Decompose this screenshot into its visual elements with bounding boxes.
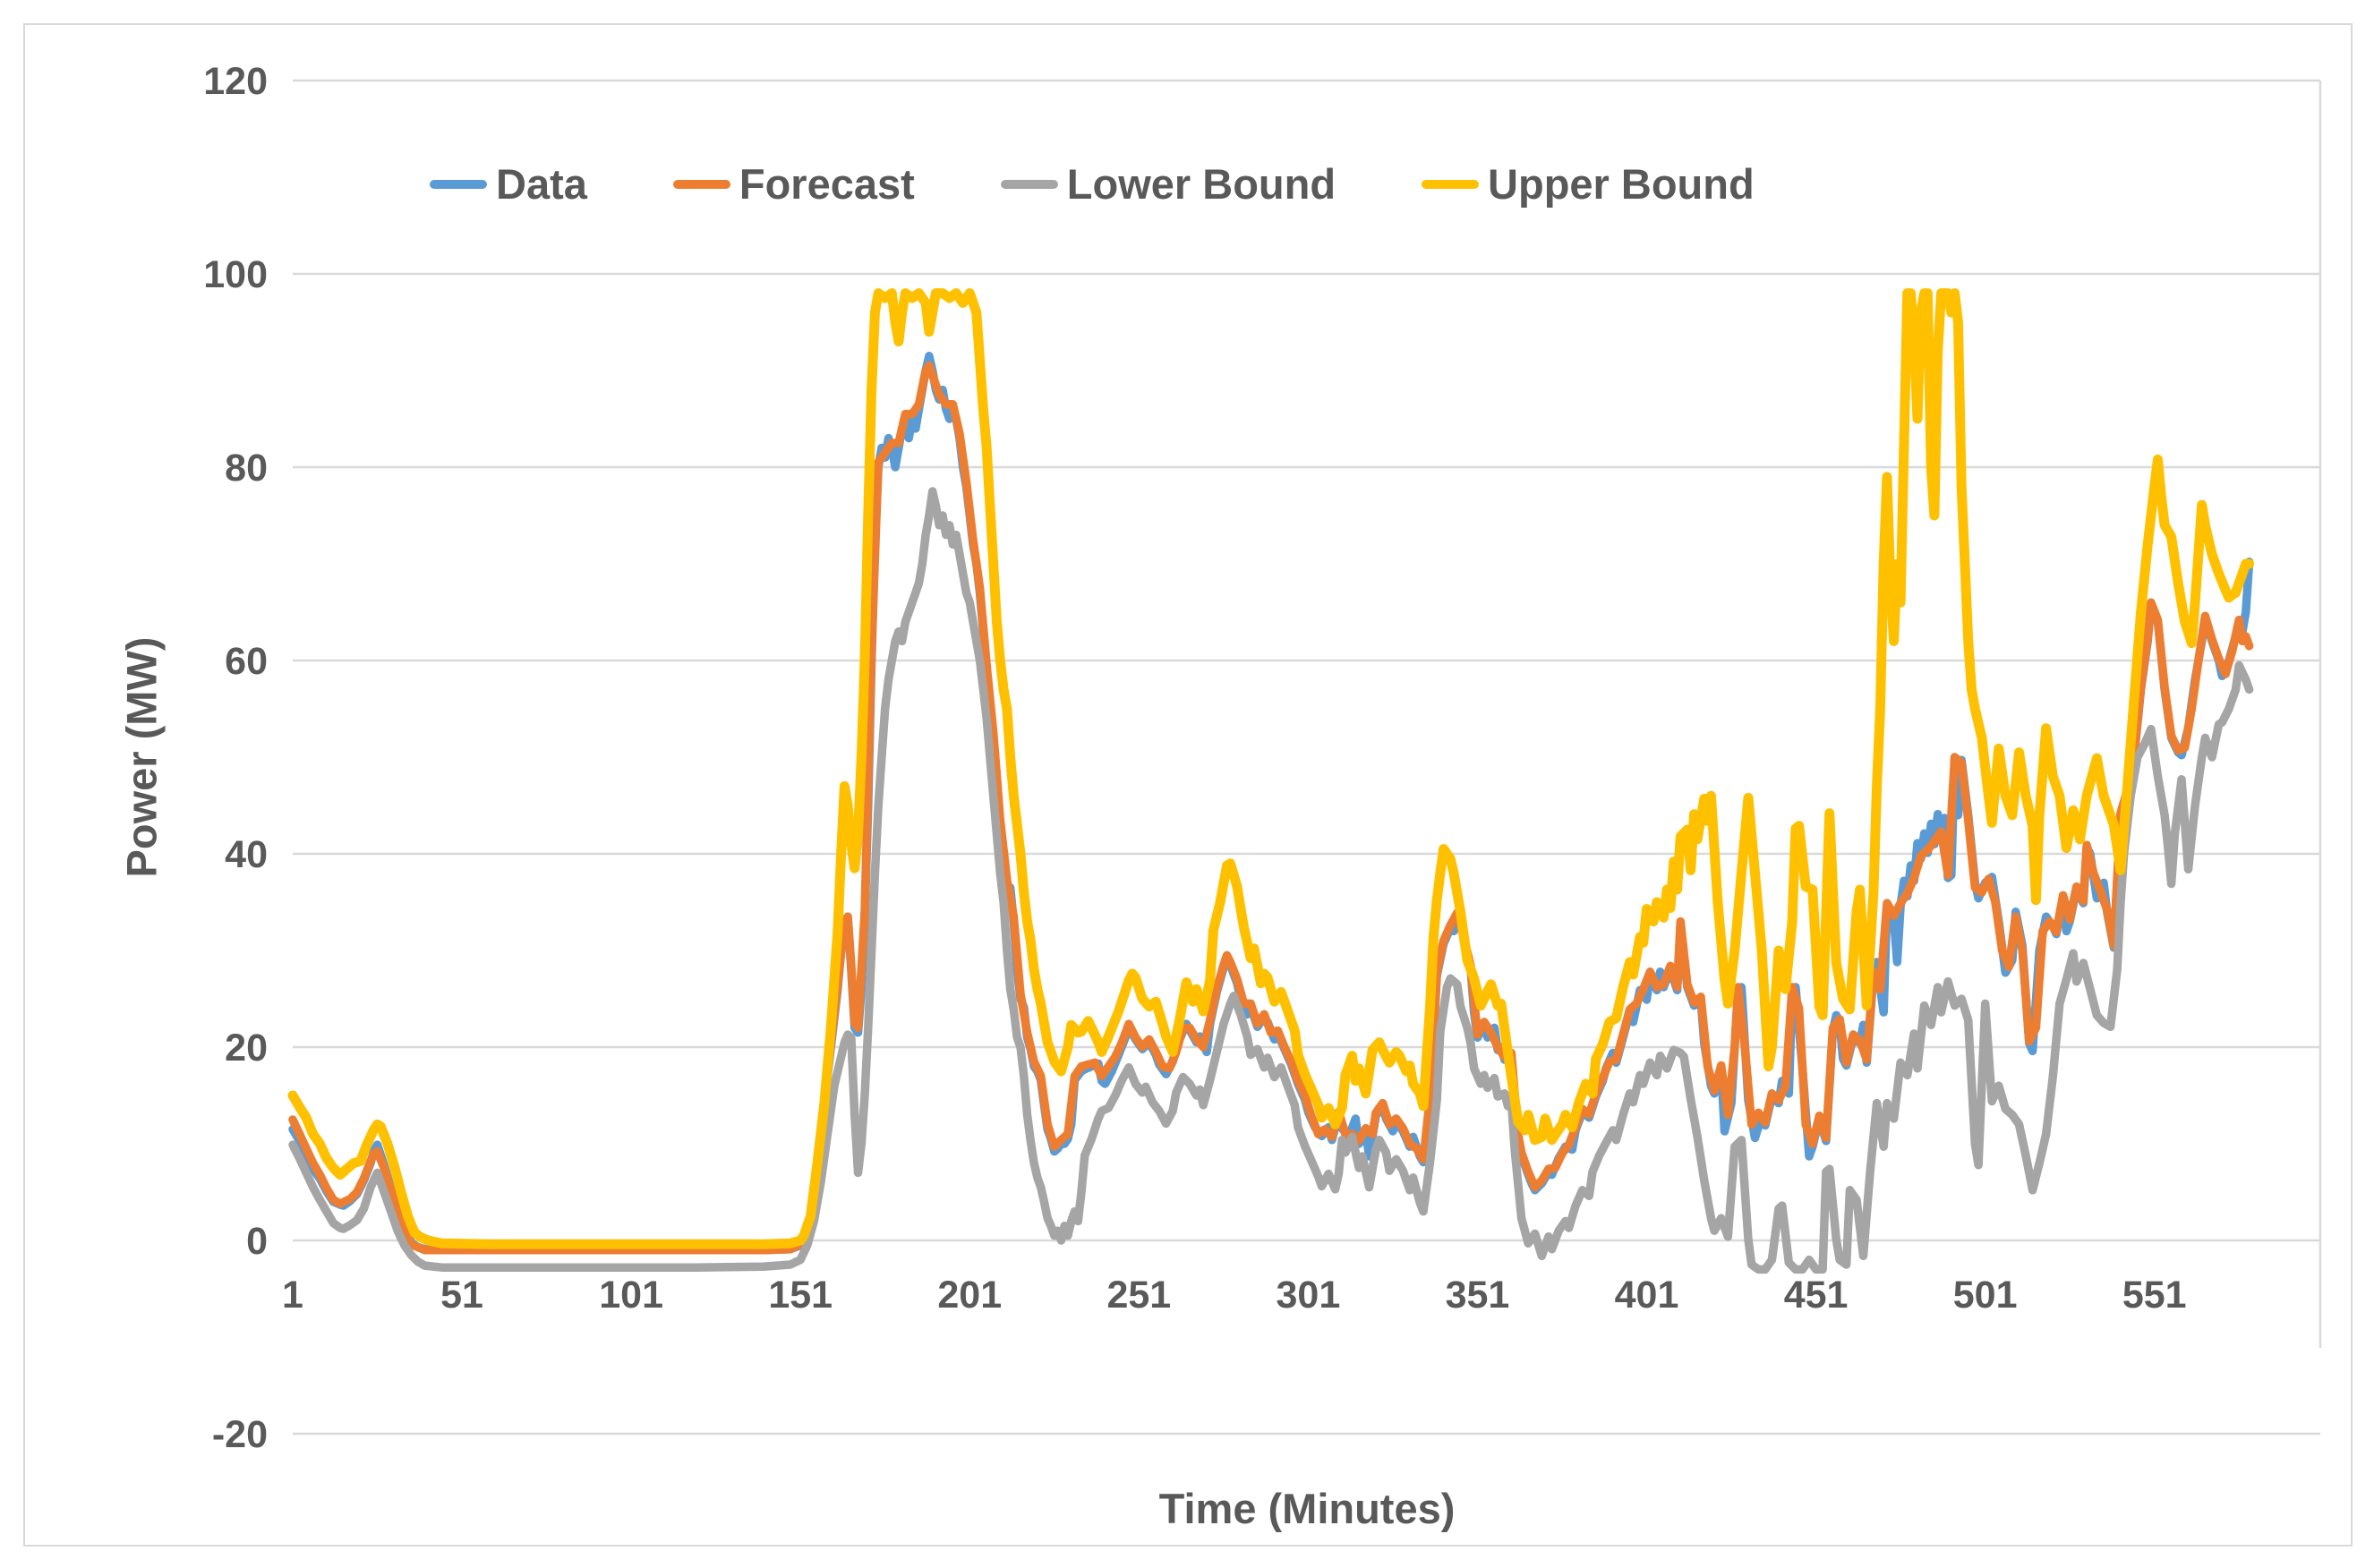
series-upper-bound [287,288,2255,1249]
legend-label: Lower Bound [1066,160,1336,208]
y-tick-label: 80 [225,447,268,490]
x-tick-label: 151 [768,1274,833,1317]
legend-label: Upper Bound [1488,160,1755,208]
legend-item-data: Data [430,159,587,209]
series-lower-bound [288,487,2254,1274]
legend-label: Data [496,160,587,208]
legend-swatch-icon [430,179,487,189]
legend-item-lower-bound: Lower Bound [1000,159,1336,209]
x-tick-label: 101 [599,1274,663,1317]
y-tick-label: 40 [225,833,268,876]
legend-item-forecast: Forecast [672,159,915,209]
x-tick-label: 251 [1106,1274,1171,1317]
y-tick-label: 120 [203,60,268,103]
legend-item-upper-bound: Upper Bound [1422,159,1755,209]
legend-label: Forecast [739,160,915,208]
chart-border [23,23,2353,1547]
series-forecast [288,361,2254,1255]
legend-swatch-icon [1000,179,1058,189]
y-tick-label: 0 [246,1220,268,1263]
chart-legend: Data Forecast Lower Bound Upper Bound [430,159,1755,209]
x-tick-label: 51 [440,1274,483,1317]
legend-swatch-icon [672,179,730,189]
x-tick-label: 501 [1953,1274,2018,1317]
x-tick-label: 301 [1277,1274,1341,1317]
x-tick-label: 401 [1615,1274,1679,1317]
legend-swatch-icon [1422,179,1480,189]
x-tick-label: 201 [937,1274,1002,1317]
y-axis-title: Power (MW) [117,636,166,878]
x-tick-label: 451 [1784,1274,1849,1317]
x-tick-label: 551 [2122,1274,2187,1317]
x-tick-label: 1 [282,1274,303,1317]
y-tick-label: 100 [203,253,268,296]
y-tick-label: 20 [225,1027,268,1069]
y-tick-label: 60 [225,640,268,683]
x-axis-title: Time (Minutes) [1158,1485,1456,1532]
y-tick-label: -20 [212,1413,268,1456]
x-tick-label: 351 [1446,1274,1510,1317]
